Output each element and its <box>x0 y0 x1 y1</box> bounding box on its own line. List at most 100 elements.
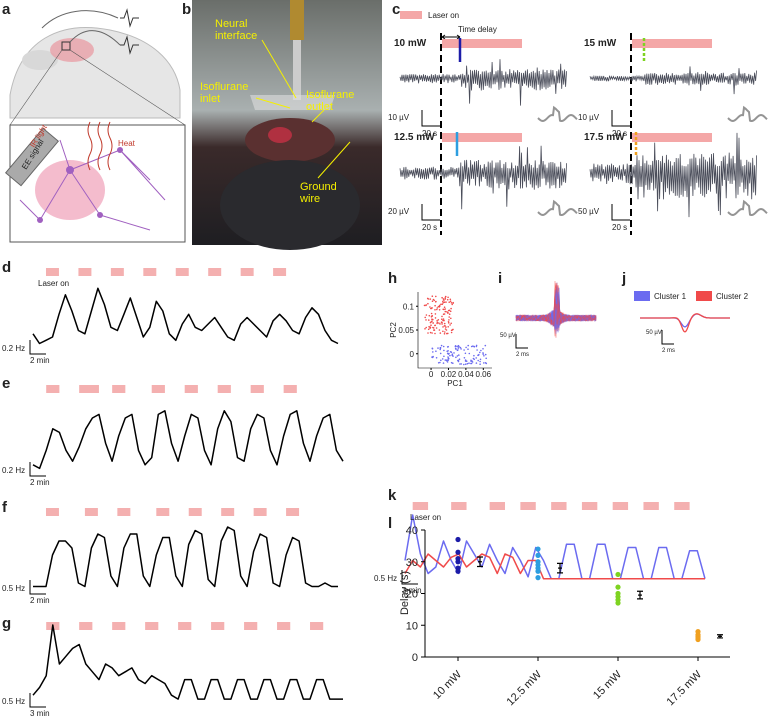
legend-label: Laser on <box>428 11 459 20</box>
laser-pulse <box>489 502 505 510</box>
scale-label: 3 min <box>402 586 422 595</box>
cluster-point <box>438 329 441 331</box>
cluster-point <box>458 358 461 361</box>
mouse-illustration <box>4 8 186 243</box>
laser-pulse <box>112 622 126 630</box>
scale-bar <box>611 110 630 127</box>
cluster-point <box>449 351 452 353</box>
cluster-point <box>463 349 465 351</box>
cluster-point <box>437 362 440 364</box>
cluster-point <box>459 346 462 349</box>
cluster-point <box>450 302 453 304</box>
cluster-point <box>475 362 478 364</box>
y-axis-label: PC2 <box>389 322 398 338</box>
cluster-point <box>441 321 443 324</box>
cluster-point <box>454 345 457 348</box>
cluster-point <box>473 345 476 348</box>
panel-letter: f <box>2 499 8 516</box>
laser-pulse <box>273 268 287 276</box>
x-tick-label: 12.5 mW <box>505 668 545 708</box>
legend-swatch <box>400 11 422 19</box>
panel-letter: i <box>498 270 502 287</box>
cluster-point <box>432 322 434 324</box>
laser-pulse <box>250 385 264 393</box>
cluster-point <box>433 299 436 302</box>
power-label: 17.5 mW <box>584 132 625 143</box>
cluster-point <box>447 345 450 348</box>
cluster-point <box>449 300 452 303</box>
cluster-point <box>452 355 454 357</box>
cluster-point <box>431 347 434 350</box>
y-tick-label: 30 <box>406 557 418 569</box>
scale-bar <box>611 204 630 221</box>
cluster-point <box>452 301 455 304</box>
laser-pulse <box>581 502 598 510</box>
cluster-point <box>447 332 449 335</box>
cluster-point <box>435 357 438 359</box>
cluster-point <box>433 329 436 331</box>
cluster-point <box>447 350 449 352</box>
panel-letter: b <box>182 1 191 18</box>
delay-point <box>535 568 541 574</box>
cluster-point <box>425 319 427 321</box>
x-tick-label: 0.02 <box>441 370 457 379</box>
cluster-point <box>439 346 442 349</box>
scale-bar <box>29 580 46 595</box>
cluster-point <box>439 332 442 334</box>
cluster-point <box>442 302 445 304</box>
delay-point <box>615 600 621 606</box>
cluster-point <box>441 315 443 318</box>
cluster-point <box>444 328 447 330</box>
cluster-point <box>457 360 460 363</box>
laser-pulse <box>286 508 300 516</box>
cluster-point <box>450 331 453 334</box>
cluster-point <box>455 356 457 359</box>
laser-bar <box>442 39 522 48</box>
laser-pulse <box>211 622 225 630</box>
delay-point <box>535 546 541 552</box>
scale-label: 0.2 Hz <box>2 344 25 353</box>
cluster-point <box>436 321 439 324</box>
cluster-point <box>464 360 467 362</box>
scale-label: 10 µV <box>388 113 410 122</box>
delay-point <box>615 571 621 578</box>
axis <box>417 292 492 369</box>
cluster-point <box>463 357 466 359</box>
cluster-point <box>478 353 480 356</box>
cluster-point <box>476 349 478 351</box>
heat-label: Heat <box>118 139 136 148</box>
cluster-point <box>447 353 450 355</box>
y-tick-label: 20 <box>406 589 418 601</box>
photo <box>192 0 382 250</box>
cluster-point <box>429 298 432 300</box>
cluster-point <box>436 320 438 322</box>
raw-trace <box>399 59 567 106</box>
laser-pulse <box>277 622 291 630</box>
cluster-point <box>449 298 452 301</box>
cluster-point <box>439 361 441 364</box>
cluster-point <box>435 300 437 303</box>
scale-bar <box>29 340 46 355</box>
cluster-point <box>452 362 454 365</box>
time-delay-label: Time delay <box>458 25 497 34</box>
scale-label: 20 s <box>612 223 627 232</box>
legend-swatch <box>696 291 712 301</box>
panel-letter: j <box>621 270 626 287</box>
cluster-point <box>440 359 442 362</box>
cluster-point <box>442 300 444 303</box>
photo-label: Ground <box>300 181 337 193</box>
cluster-point <box>444 308 447 310</box>
scale-label: 20 s <box>612 129 627 138</box>
laser-pulse <box>217 385 231 393</box>
cluster-point <box>443 349 445 352</box>
cluster-point <box>483 355 485 357</box>
panel-letter: k <box>388 487 397 504</box>
cluster-point <box>457 347 460 349</box>
cluster-point <box>429 331 432 334</box>
scale-label: 3 min <box>30 709 50 718</box>
laser-pulse <box>283 385 297 393</box>
y-tick-label: 0 <box>412 652 418 664</box>
y-tick-label: 0.05 <box>398 326 414 335</box>
cluster-point <box>464 352 467 355</box>
cluster-point <box>444 298 447 300</box>
